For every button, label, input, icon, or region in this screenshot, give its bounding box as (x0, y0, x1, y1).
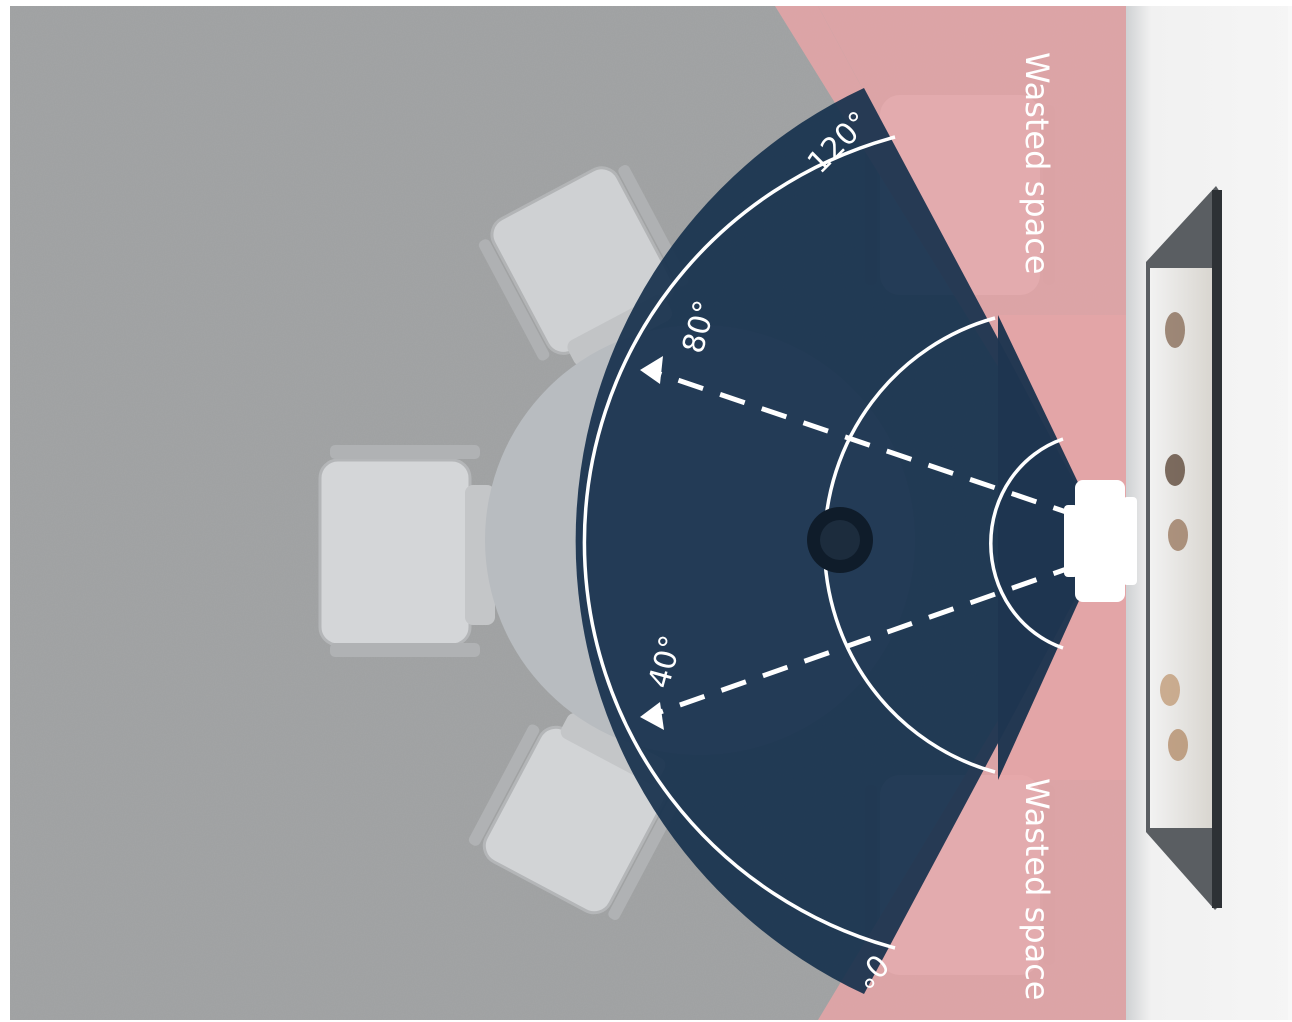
dashed-line-upper (659, 371, 1079, 519)
arc-far (582, 135, 896, 950)
chair-bottom-left (468, 713, 679, 920)
arc-near (989, 437, 1064, 650)
speakerphone-icon (807, 507, 873, 573)
dashed-line-lower (659, 562, 1079, 715)
camera-icon (1064, 480, 1137, 602)
arrow-lower-icon (640, 702, 664, 730)
wasted-space-label-top: Wasted space (1018, 52, 1056, 274)
arrow-upper-icon (640, 356, 663, 384)
chair-middle-left (318, 445, 495, 657)
right-edge (1288, 6, 1292, 1020)
arrow-icon (640, 356, 664, 730)
display-screen-icon (1146, 186, 1222, 910)
field-of-view-lines (659, 371, 1079, 715)
wasted-space-label-bottom: Wasted space (1018, 778, 1056, 1000)
